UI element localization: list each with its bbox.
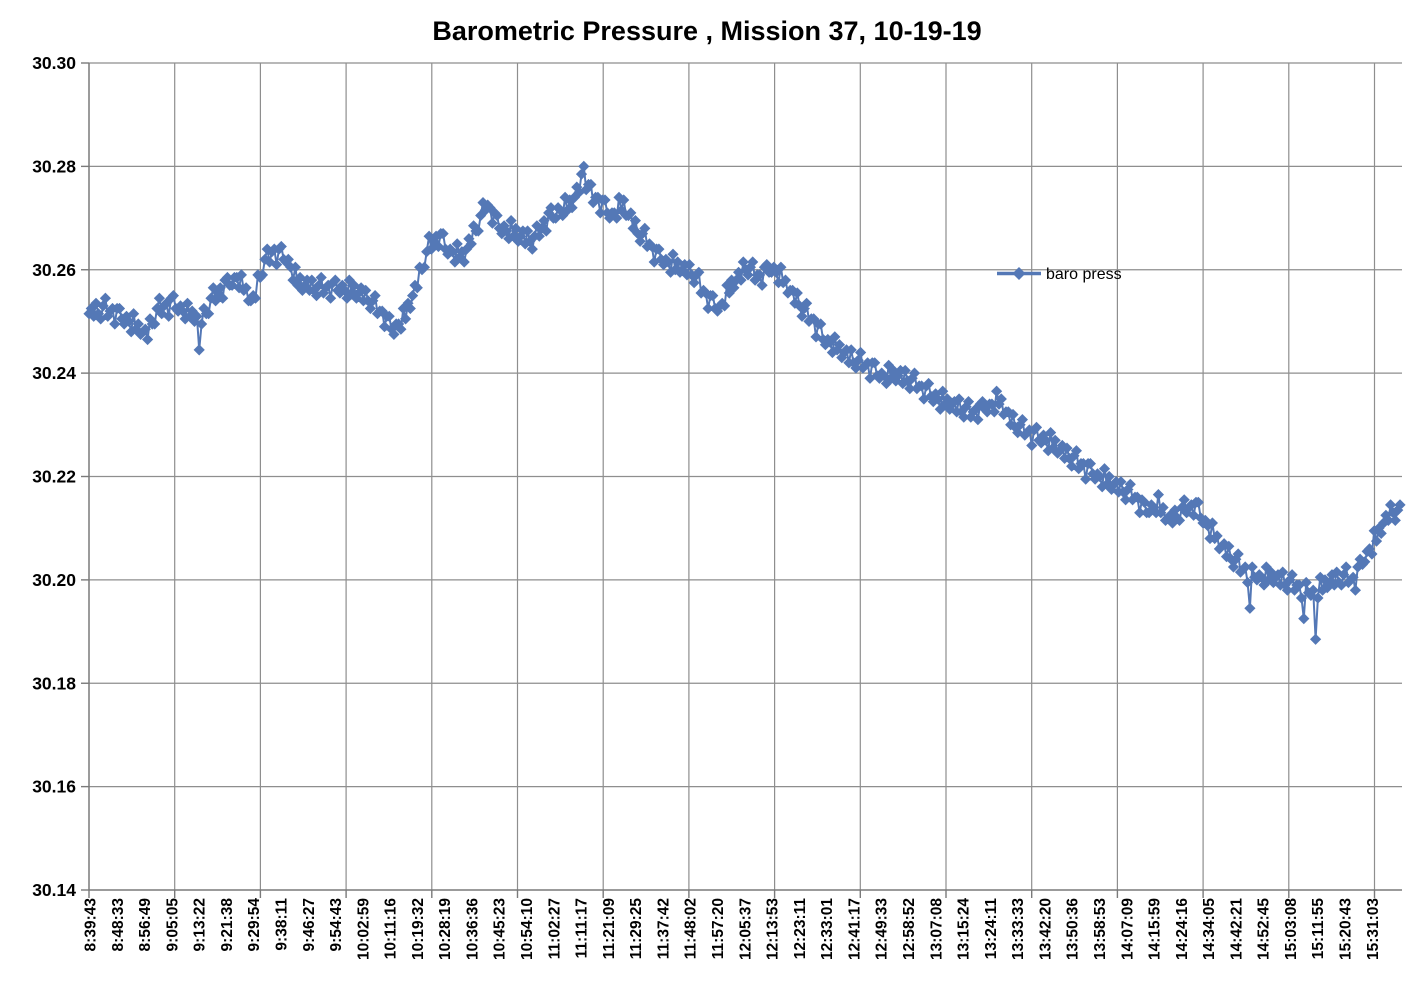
x-tick-label: 9:29:54	[246, 898, 263, 952]
x-tick-label: 11:11:17	[574, 898, 591, 958]
x-tick-label: 13:33:33	[1010, 898, 1027, 960]
x-tick-label: 10:54:10	[519, 898, 536, 960]
series-markers	[83, 160, 1406, 645]
x-tick-label: 9:38:11	[274, 898, 291, 951]
x-tick-label: 11:02:27	[546, 898, 563, 959]
x-tick-label: 10:19:32	[410, 898, 427, 960]
x-tick-label: 13:15:24	[956, 898, 973, 960]
x-tick-label: 8:48:33	[110, 898, 127, 952]
x-tick-label: 12:33:01	[819, 898, 836, 960]
y-tick-label: 30.22	[32, 467, 76, 487]
legend: baro press	[997, 266, 1122, 283]
x-tick-label: 9:54:43	[328, 898, 345, 952]
x-tick-label: 15:11:55	[1310, 898, 1327, 960]
x-tick-label: 9:05:05	[164, 898, 181, 952]
x-tick-label: 14:07:09	[1119, 898, 1136, 960]
x-tick-label: 15:03:08	[1283, 898, 1300, 960]
x-tick-label: 11:21:09	[601, 898, 618, 960]
x-tick-label: 10:28:19	[437, 898, 454, 960]
chart-title: Barometric Pressure , Mission 37, 10-19-…	[432, 16, 981, 46]
x-tick-label: 12:41:17	[846, 898, 863, 960]
x-tick-label: 12:58:52	[901, 898, 918, 960]
x-tick-label: 9:13:22	[192, 898, 209, 951]
x-tick-label: 10:02:59	[355, 898, 372, 960]
x-tick-label: 10:45:23	[492, 898, 509, 960]
x-tick-label: 11:37:42	[655, 898, 672, 959]
x-tick-label: 14:15:59	[1147, 898, 1164, 960]
legend-label: baro press	[1046, 266, 1122, 283]
axes	[81, 62, 1402, 898]
legend-diamond-icon	[1012, 267, 1026, 280]
y-tick-label: 30.18	[32, 673, 76, 693]
x-tick-label: 14:34:05	[1201, 898, 1218, 960]
x-tick-label: 13:24:11	[983, 898, 1000, 960]
x-tick-label: 12:23:11	[792, 898, 809, 960]
x-tick-label: 13:07:08	[928, 898, 945, 960]
y-tick-label: 30.28	[32, 156, 76, 176]
x-tick-label: 13:42:20	[1037, 898, 1054, 960]
x-tick-label: 10:36:36	[465, 898, 482, 960]
x-tick-label: 14:52:45	[1256, 898, 1273, 960]
y-tick-label: 30.26	[32, 260, 76, 280]
x-tick-label: 11:29:25	[628, 898, 645, 960]
y-tick-label: 30.30	[32, 53, 76, 73]
x-tick-label: 8:56:49	[137, 898, 154, 952]
x-axis-tick-labels: 8:39:43 8:48:33 8:56:49 9:05:05 9:13:22 9:21:…	[83, 898, 1382, 960]
x-tick-label: 10:11:16	[383, 898, 400, 960]
y-tick-label: 30.16	[32, 777, 76, 797]
series-baro-press	[83, 160, 1406, 645]
y-tick-label: 30.24	[32, 363, 76, 383]
x-tick-label: 14:42:21	[1228, 898, 1245, 960]
x-tick-label: 9:46:27	[301, 898, 318, 951]
x-tick-label: 15:31:03	[1365, 898, 1382, 960]
x-tick-label: 8:39:43	[83, 898, 100, 952]
x-tick-label: 9:21:38	[219, 898, 236, 952]
y-tick-label: 30.14	[32, 880, 76, 900]
x-tick-label: 11:57:20	[710, 898, 727, 959]
x-tick-label: 13:58:53	[1092, 898, 1109, 960]
x-tick-label: 12:49:33	[874, 898, 891, 960]
y-axis-tick-labels: 30.30 30.28 30.26 30.24 30.22 30.20 30.18 30.16…	[32, 53, 76, 900]
y-tick-label: 30.20	[32, 570, 76, 590]
x-tick-label: 12:13:53	[765, 898, 782, 960]
gridlines	[89, 62, 1402, 890]
x-tick-label: 13:50:36	[1065, 898, 1082, 960]
x-tick-label: 14:24:16	[1174, 898, 1191, 960]
x-tick-label: 15:20:43	[1338, 898, 1355, 960]
x-tick-label: 11:48:02	[683, 898, 700, 959]
x-tick-label: 12:05:37	[737, 898, 754, 960]
